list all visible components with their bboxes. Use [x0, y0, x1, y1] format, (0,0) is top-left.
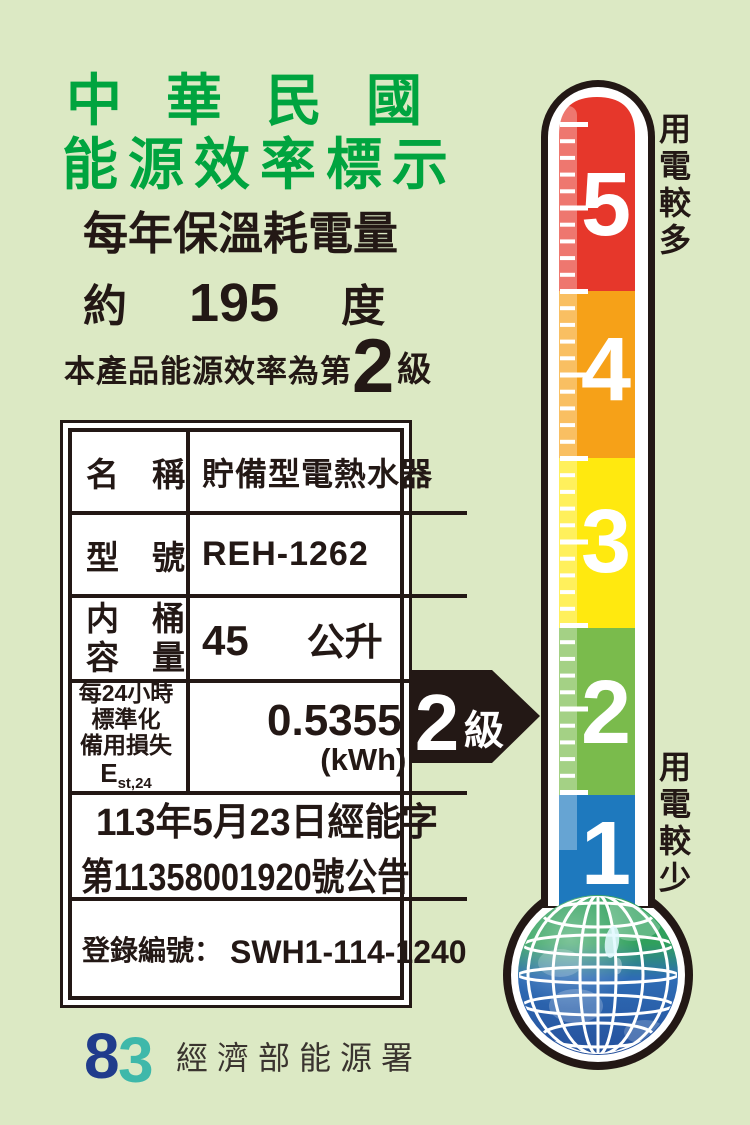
section-grade1	[559, 795, 635, 887]
table-row-name: 名 稱 貯備型電熱水器	[72, 432, 467, 515]
section-highlight-strip	[559, 106, 577, 876]
label-title-line2: 能源效率標示	[62, 133, 458, 196]
grade-value-large: 2	[352, 324, 395, 409]
spec-table: 名 稱 貯備型電熱水器 型 號 REH-1262 内 桶 容 量 45 公升	[60, 420, 467, 1008]
grade-number-2: 2	[581, 663, 631, 763]
grade-numbers: 5 4 3 2 1	[581, 155, 631, 904]
tube-bulb-joint-fill	[559, 850, 635, 906]
approx-label: 約	[83, 282, 127, 331]
globe	[518, 895, 678, 1055]
loss-unit: (kWh)	[320, 742, 407, 777]
registration-value: SWH1-114-1240	[230, 934, 467, 970]
globe-land	[538, 901, 666, 1044]
svg-text:3: 3	[118, 1024, 152, 1090]
agency-name: 經濟部能源署	[176, 1040, 423, 1076]
announcement-line1: 113年5月23日經能字	[95, 802, 439, 844]
grade-number-3: 3	[581, 492, 631, 592]
globe-shine	[518, 895, 678, 1055]
table-row-model: 型 號 REH-1262	[72, 515, 467, 598]
grade-sentence-suffix: 級	[397, 351, 432, 390]
announcement-line2: 第11358001920號公告	[81, 857, 410, 899]
model-label: 型 號	[86, 538, 185, 576]
capacity-label-line1: 内 桶	[86, 599, 185, 637]
loss-label-line3: 備用損失	[80, 731, 172, 758]
model-value: REH-1262	[202, 535, 369, 573]
spec-table-inner: 名 稱 貯備型電熱水器 型 號 REH-1262 内 桶 容 量 45 公升	[68, 428, 467, 1000]
registration-label: 登錄編號：	[82, 934, 223, 966]
grade-number-1: 1	[581, 804, 631, 904]
caption-less-power: 用電較少	[655, 750, 691, 898]
grade-number-5: 5	[581, 155, 631, 255]
capacity-label-line2: 容 量	[86, 638, 185, 676]
capacity-unit: 公升	[306, 622, 383, 664]
label-title-line1: 中華民國	[66, 69, 466, 132]
annual-consumption-line: 約 195 度	[83, 270, 385, 334]
name-label: 名 稱	[86, 455, 185, 493]
bulb-inner-ring	[511, 888, 685, 1062]
section-grade2	[559, 628, 635, 795]
thermometer-sections	[559, 97, 635, 887]
consumption-unit: 度	[341, 282, 386, 331]
grade-number-4: 4	[581, 320, 631, 420]
grade-sentence: 本產品能源效率為第 2 級	[64, 324, 432, 409]
thermometer-tube-inner	[548, 87, 648, 915]
table-row-capacity: 内 桶 容 量 45 公升	[72, 598, 467, 683]
energy-administration-logo-icon: 8 3	[86, 1022, 152, 1090]
annual-consumption-heading: 每年保溫耗電量	[83, 208, 399, 259]
grade-sentence-prefix: 本產品能源效率為第	[64, 354, 352, 390]
table-row-announcement: 113年5月23日經能字 第11358001920號公告	[72, 795, 467, 901]
footer: 8 3 經濟部能源署	[86, 1022, 422, 1090]
tube-bulb-joint-outline	[541, 850, 655, 908]
section-grade3	[559, 458, 635, 628]
section-grade5	[559, 97, 635, 291]
grade-pointer-unit: 級	[464, 709, 504, 753]
bulb-outline	[503, 880, 693, 1070]
loss-value: 0.5355	[267, 696, 402, 745]
thermometer-tube-outline	[541, 80, 655, 922]
table-row-registration: 登錄編號： SWH1-114-1240	[72, 901, 467, 996]
loss-symbol: Est,24	[100, 757, 152, 792]
consumption-value: 195	[189, 273, 280, 333]
loss-label-line1: 每24小時	[78, 680, 174, 707]
globe-sphere	[518, 895, 678, 1055]
capacity-value: 45	[202, 617, 249, 664]
caption-more-power: 用電較多	[655, 112, 691, 260]
table-row-standby-loss: 每24小時 標準化 備用損失 Est,24 0.5355 (kWh)	[72, 680, 467, 795]
svg-text:8: 8	[86, 1022, 120, 1090]
tube-bulb-joint-inner	[548, 850, 648, 906]
globe-grid	[519, 896, 677, 1054]
loss-label-line2: 標準化	[91, 706, 161, 733]
globe-highlight	[604, 926, 620, 958]
section-grade4	[559, 291, 635, 458]
name-value: 貯備型電熱水器	[202, 455, 434, 492]
scale-ticks	[560, 122, 588, 795]
